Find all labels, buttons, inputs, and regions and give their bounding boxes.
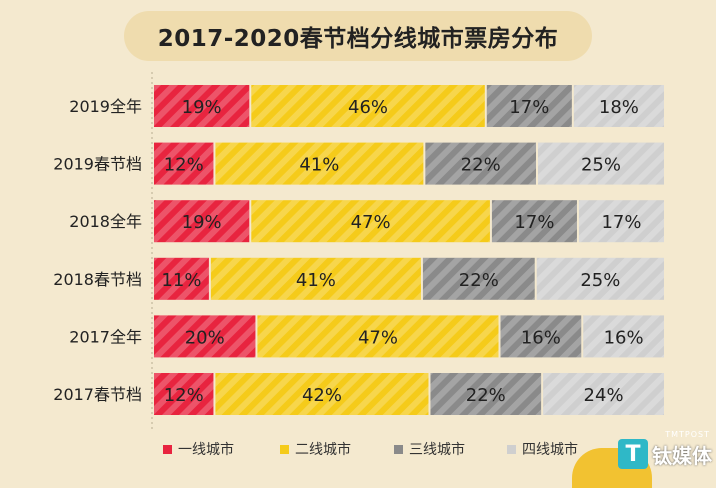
bar-stripe-overlay	[215, 373, 429, 415]
legend-swatch	[163, 445, 172, 454]
bar-stripe-overlay	[251, 85, 485, 127]
chart-title: 2017-2020春节档分线城市票房分布	[123, 11, 593, 61]
bar-stripe-overlay	[154, 200, 250, 243]
category-label: 2019春节档	[53, 155, 142, 174]
data-label: 22%	[459, 270, 499, 291]
data-label: 17%	[509, 97, 549, 118]
data-label: 42%	[302, 385, 342, 406]
category-label: 2018全年	[69, 212, 142, 231]
bar-stripe-overlay	[536, 257, 664, 300]
data-label: 17%	[601, 212, 641, 233]
bar-stripe-overlay	[538, 142, 664, 185]
bar-stripe-overlay	[500, 315, 582, 358]
bar-stripe-overlay	[430, 373, 542, 415]
legend-swatch	[280, 445, 289, 454]
bar-stripe-overlay	[251, 200, 490, 243]
bar-stripe-overlay	[583, 315, 664, 358]
data-label: 25%	[581, 155, 621, 176]
data-label: 46%	[348, 97, 388, 118]
category-label: 2019全年	[69, 97, 142, 116]
data-label: 41%	[299, 155, 339, 176]
bar-stripe-overlay	[154, 85, 250, 127]
bar-stripe-overlay	[154, 142, 214, 185]
data-label: 41%	[296, 270, 336, 291]
bar-stripe-overlay	[543, 373, 664, 415]
data-label: 11%	[161, 270, 201, 291]
bar-stripe-overlay	[486, 85, 572, 127]
bar-stripe-overlay	[215, 142, 424, 185]
brand-name: 钛媒体	[652, 443, 712, 468]
brand-watermark: T 钛媒体	[618, 439, 712, 469]
legend-label: 四线城市	[522, 441, 578, 458]
data-label: 19%	[182, 97, 222, 118]
data-label: 47%	[358, 327, 398, 348]
legend-label: 二线城市	[295, 441, 351, 458]
data-label: 16%	[604, 327, 644, 348]
bar-stripe-overlay	[154, 257, 209, 300]
title-container: 2017-2020春节档分线城市票房分布	[0, 10, 716, 62]
bar-stripe-overlay	[578, 200, 664, 243]
bar-stripe-overlay	[573, 85, 664, 127]
legend-swatch	[507, 445, 516, 454]
data-label: 25%	[580, 270, 620, 291]
data-label: 24%	[584, 385, 624, 406]
bar-stripe-overlay	[154, 373, 214, 415]
data-label: 22%	[461, 155, 501, 176]
stacked-bar-chart: 2019全年 19% 46% 17% 18% 2019春节档 12% 41% 22% 25% 201…	[53, 72, 664, 458]
data-label: 19%	[182, 212, 222, 233]
data-label: 12%	[164, 385, 204, 406]
data-label: 20%	[185, 327, 225, 348]
bar-stripe-overlay	[210, 257, 421, 300]
legend-label: 一线城市	[178, 441, 234, 458]
category-label: 2017春节档	[53, 385, 142, 404]
legend-swatch	[394, 445, 403, 454]
data-label: 47%	[351, 212, 391, 233]
data-label: 12%	[164, 155, 204, 176]
bar-stripe-overlay	[425, 142, 536, 185]
data-label: 18%	[599, 97, 639, 118]
data-label: 22%	[466, 385, 506, 406]
category-label: 2017全年	[69, 327, 142, 346]
brand-logo-icon: T	[618, 439, 648, 469]
brand-subtext: TMTPOST	[665, 430, 710, 439]
bar-stripe-overlay	[422, 257, 535, 300]
category-label: 2018春节档	[53, 270, 142, 289]
bar-stripe-overlay	[154, 315, 256, 358]
legend-label: 三线城市	[409, 441, 465, 458]
data-label: 17%	[514, 212, 554, 233]
bar-stripe-overlay	[257, 315, 499, 358]
bar-stripe-overlay	[491, 200, 577, 243]
data-label: 16%	[521, 327, 561, 348]
